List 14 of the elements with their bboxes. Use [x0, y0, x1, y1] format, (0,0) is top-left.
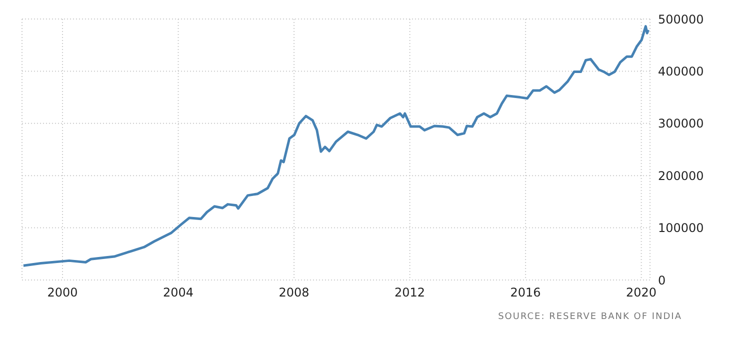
source-note: SOURCE: RESERVE BANK OF INDIA	[498, 312, 682, 322]
y-tick-label: 300000	[658, 116, 704, 131]
y-tick-label: 100000	[658, 221, 704, 236]
x-tick-label: 2008	[278, 286, 310, 300]
y-tick-label: 500000	[658, 12, 704, 26]
x-tick-label: 2004	[163, 286, 194, 300]
x-tick-label: 2020	[626, 286, 657, 300]
x-tick-label: 2016	[510, 286, 541, 300]
x-tick-label: 2000	[47, 286, 78, 300]
y-tick-label: 0	[658, 273, 666, 288]
line-series	[22, 25, 650, 267]
x-tick-label: 2012	[394, 286, 426, 300]
y-tick-label: 400000	[658, 64, 704, 78]
y-tick-label: 200000	[658, 168, 704, 183]
